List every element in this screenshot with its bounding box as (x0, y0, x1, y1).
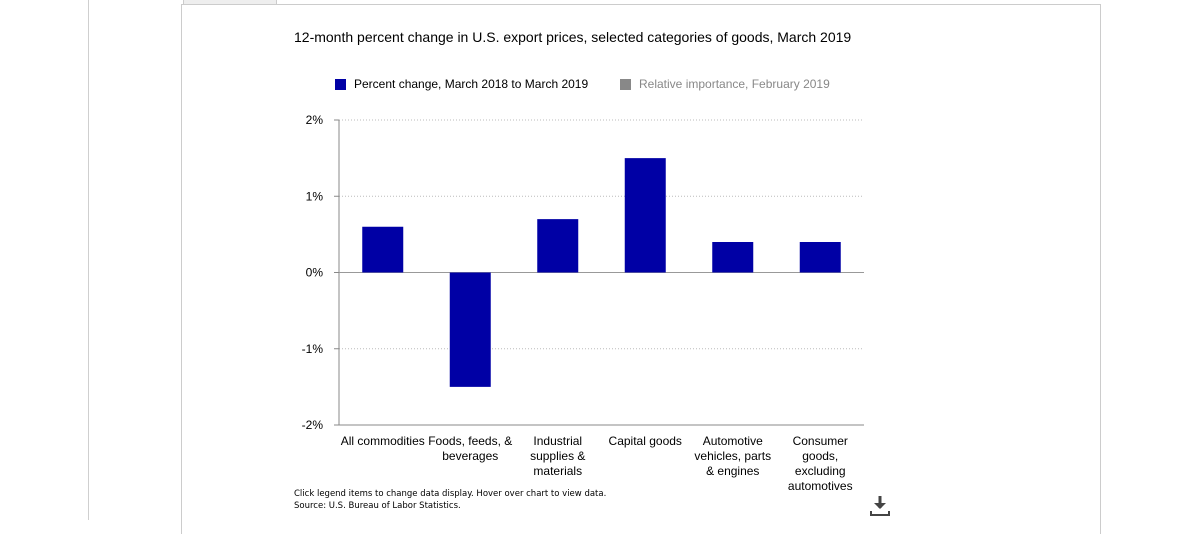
legend-swatch-percent-change (335, 78, 346, 90)
legend-label-relative-importance: Relative importance, February 2019 (639, 77, 830, 91)
legend-label-percent-change: Percent change, March 2018 to March 2019 (354, 77, 589, 91)
x-tick-label: automotives (788, 479, 853, 493)
x-tick-label: All commodities (341, 434, 425, 448)
x-tick-label: supplies & (530, 449, 585, 463)
x-tick-label: Capital goods (609, 434, 682, 448)
chart-title: 12-month percent change in U.S. export p… (294, 29, 852, 45)
x-tick-label: vehicles, parts (694, 449, 771, 463)
x-tick-label: & engines (706, 464, 759, 478)
y-tick-label: 2% (306, 113, 324, 127)
page-left-border (88, 0, 89, 520)
y-tick-label: -1% (302, 342, 324, 356)
legend-swatch-relative-importance (620, 78, 631, 90)
x-tick-label: Foods, feeds, & (428, 434, 512, 448)
chart-source: Source: U.S. Bureau of Labor Statistics. (294, 501, 461, 511)
bar[interactable] (799, 242, 841, 273)
download-icon[interactable] (868, 494, 892, 518)
x-tick-label: excluding (795, 464, 846, 478)
y-tick-label: 1% (306, 189, 324, 203)
legend-item-relative-importance[interactable]: Relative importance, February 2019 (620, 77, 830, 91)
bar[interactable] (362, 226, 404, 273)
bar[interactable] (537, 219, 579, 273)
x-tick-label: Consumer (793, 434, 848, 448)
x-tick-label: Industrial (533, 434, 582, 448)
bar[interactable] (624, 158, 666, 273)
x-tick-label: Automotive (703, 434, 763, 448)
chart-panel (181, 4, 1101, 534)
y-tick-label: 0% (306, 266, 324, 280)
x-tick-label: materials (533, 464, 582, 478)
y-tick-label: -2% (302, 418, 324, 432)
bar[interactable] (712, 242, 754, 273)
bar-chart[interactable]: 2% 1% 0% -1% -2% All commodities Foods, feeds,… (0, 0, 1192, 520)
x-tick-label: beverages (442, 449, 498, 463)
chart-instructions: Click legend items to change data displa… (294, 489, 607, 499)
legend-item-percent-change[interactable]: Percent change, March 2018 to March 2019 (335, 77, 588, 91)
x-tick-label: goods, (802, 449, 838, 463)
bar[interactable] (449, 272, 491, 387)
